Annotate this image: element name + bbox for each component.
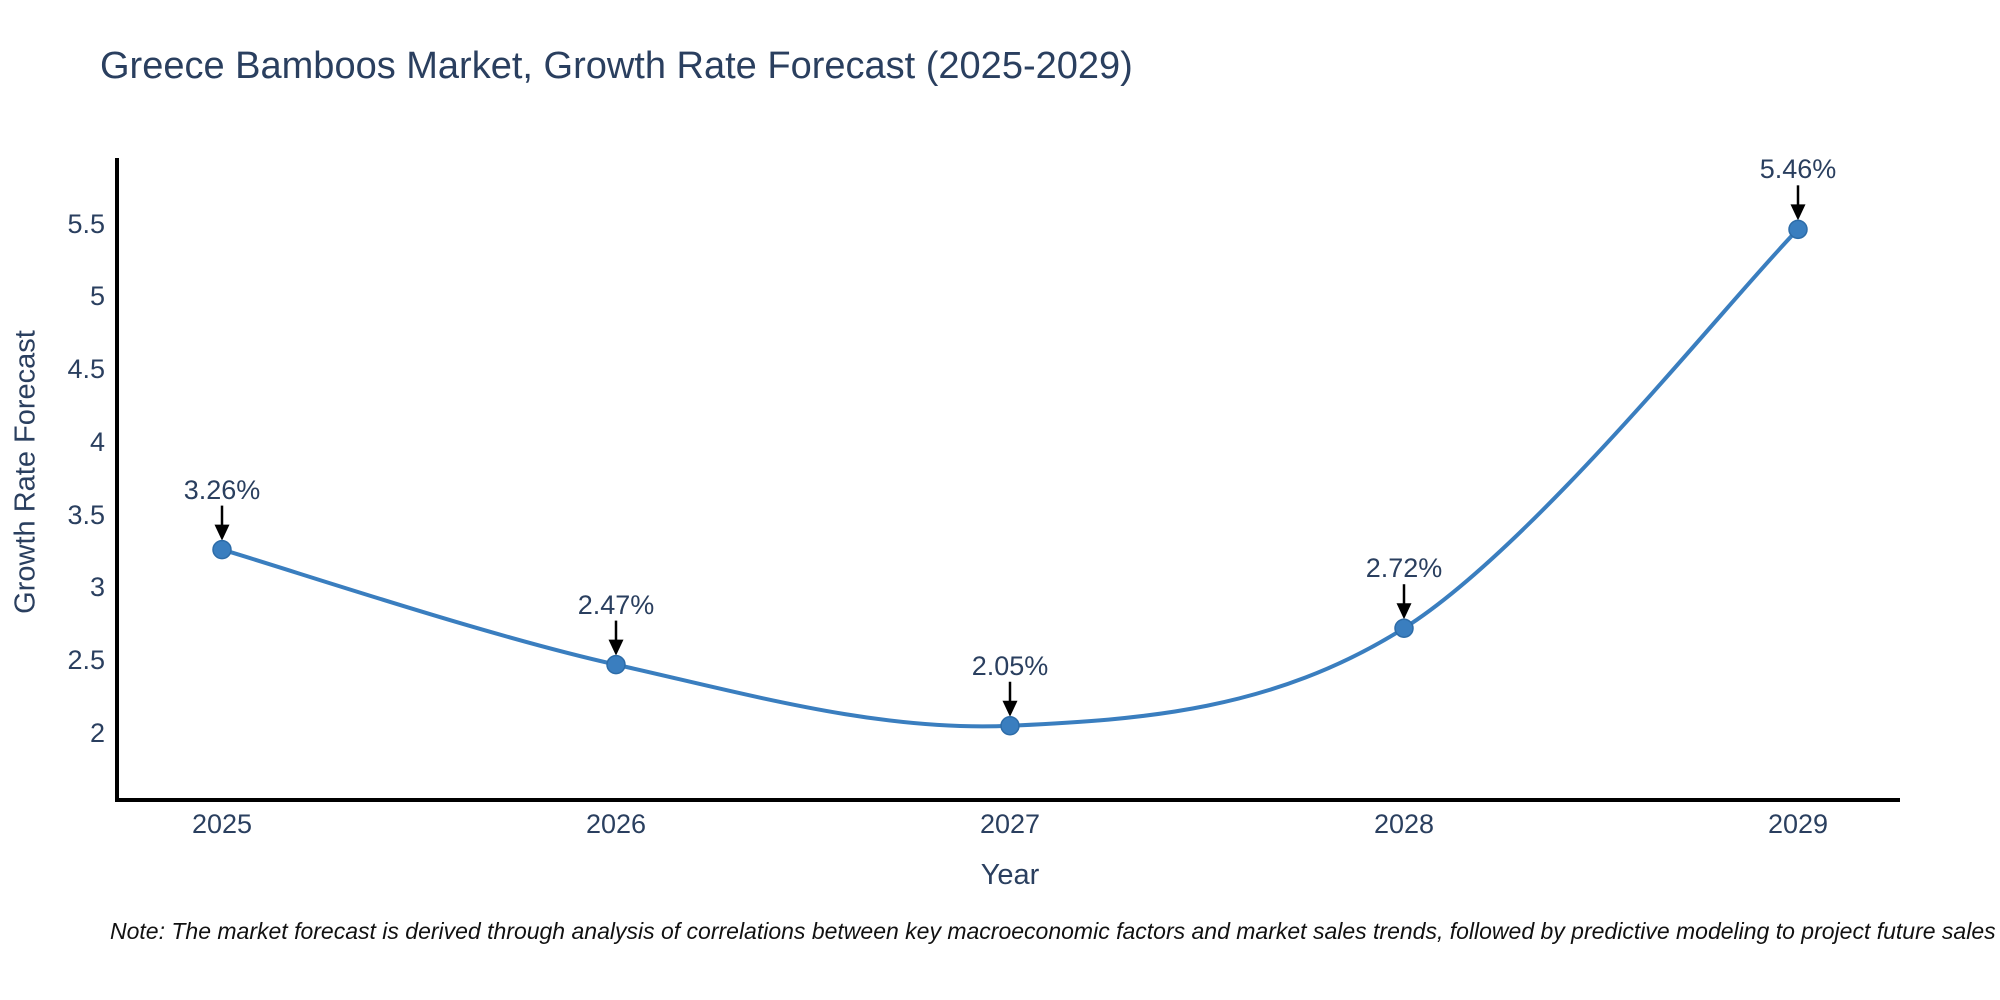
y-tick-label: 5 xyxy=(89,281,105,312)
annotation-arrow-head xyxy=(214,524,230,541)
point-value-label: 2.05% xyxy=(971,650,1049,681)
x-tick-label: 2025 xyxy=(191,809,253,839)
y-tick-label: 3 xyxy=(89,572,105,603)
annotation-arrow-head xyxy=(1396,603,1412,620)
x-axis-title: Year xyxy=(980,859,1040,891)
data-point-marker xyxy=(1000,716,1020,736)
data-point-marker xyxy=(1394,618,1414,638)
y-tick-label: 3.5 xyxy=(67,499,105,530)
annotation-arrow-head xyxy=(608,639,624,656)
data-point-marker xyxy=(1788,219,1808,240)
y-tick-label: 5.5 xyxy=(67,208,105,239)
point-value-label: 5.46% xyxy=(1759,154,1837,185)
y-tick-label: 4.5 xyxy=(67,354,105,385)
y-tick-label: 2 xyxy=(89,718,105,749)
y-tick-label: 2.5 xyxy=(67,645,105,676)
x-tick-label: 2028 xyxy=(1373,809,1435,839)
x-tick-label: 2027 xyxy=(979,809,1041,839)
annotation-arrow-head xyxy=(1002,700,1018,717)
x-tick-label: 2029 xyxy=(1767,809,1829,839)
annotation-arrow-head xyxy=(1790,204,1806,221)
x-tick-label: 2026 xyxy=(585,809,647,839)
point-value-label: 3.26% xyxy=(183,474,261,505)
point-value-label: 2.47% xyxy=(577,589,655,620)
chart-title: Greece Bamboos Market, Growth Rate Forec… xyxy=(100,45,1133,87)
point-value-label: 2.72% xyxy=(1365,553,1443,584)
y-tick-label: 4 xyxy=(89,426,105,457)
data-point-marker xyxy=(212,539,232,560)
footnote: Note: The market forecast is derived thr… xyxy=(110,918,1996,944)
data-point-marker xyxy=(606,654,626,675)
